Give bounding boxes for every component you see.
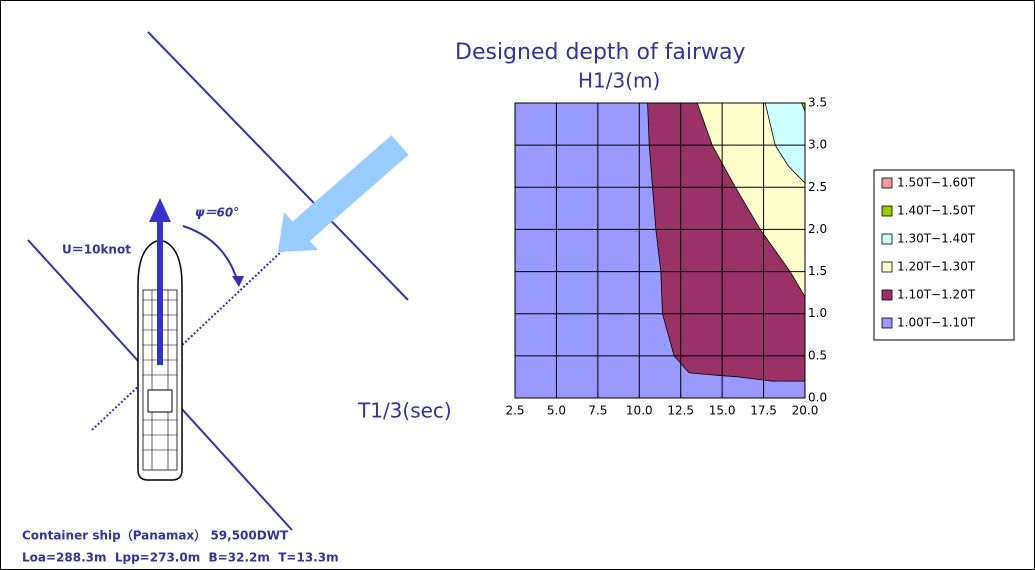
legend-label: 1.30T−1.40T — [897, 232, 976, 246]
x-axis-label: T1/3(sec) — [357, 399, 452, 423]
speed-label: U＝10knot — [62, 243, 131, 257]
y-tick-label: 1.5 — [808, 264, 827, 278]
legend-swatch — [881, 177, 893, 189]
ship-dimensions: Loa=288.3m Lpp=273.0m B=32.2m T=13.3m — [22, 551, 339, 565]
legend-label: 1.10T−1.20T — [897, 288, 976, 302]
y-tick-label: 0.5 — [808, 348, 827, 362]
arrow-head — [278, 212, 318, 252]
arrow-head — [149, 198, 171, 222]
legend-label: 1.50T−1.60T — [897, 176, 976, 190]
ship-name: Container ship（Panamax） 59,500DWT — [22, 528, 289, 543]
legend-swatch — [881, 205, 893, 217]
y-tick-label: 2.0 — [808, 222, 827, 236]
y-tick-label: 3.5 — [808, 96, 827, 110]
arrow-head — [232, 276, 244, 287]
y-tick-label: 1.0 — [808, 306, 827, 320]
legend-swatch — [881, 289, 893, 301]
y-tick-label: 2.5 — [808, 180, 827, 194]
x-tick-label: 15.0 — [709, 404, 736, 418]
x-tick-label: 20.0 — [792, 404, 819, 418]
x-tick-label: 2.5 — [505, 404, 524, 418]
legend-swatch — [881, 317, 893, 329]
legend-label: 1.40T−1.50T — [897, 204, 976, 218]
angle-label: ψ＝60° — [195, 206, 239, 220]
x-tick-label: 10.0 — [626, 404, 653, 418]
chart-title: Designed depth of fairway — [455, 40, 746, 65]
x-tick-label: 17.5 — [750, 404, 777, 418]
plot-border — [514, 102, 806, 399]
legend — [873, 169, 1015, 341]
y-tick-label: 3.0 — [808, 138, 827, 152]
y-axis-label: H1/3(m) — [578, 69, 660, 93]
legend-label: 1.20T−1.30T — [897, 260, 976, 274]
x-tick-label: 12.5 — [667, 404, 694, 418]
legend-swatch — [881, 261, 893, 273]
fairway-edge — [147, 31, 409, 301]
x-tick-label: 7.5 — [588, 404, 607, 418]
angle-arc — [182, 225, 239, 284]
y-tick-label: 0.0 — [808, 391, 827, 405]
legend-label: 1.00T−1.10T — [897, 316, 976, 330]
x-tick-label: 5.0 — [547, 404, 566, 418]
legend-swatch — [881, 233, 893, 245]
wave-arrow — [289, 135, 409, 244]
